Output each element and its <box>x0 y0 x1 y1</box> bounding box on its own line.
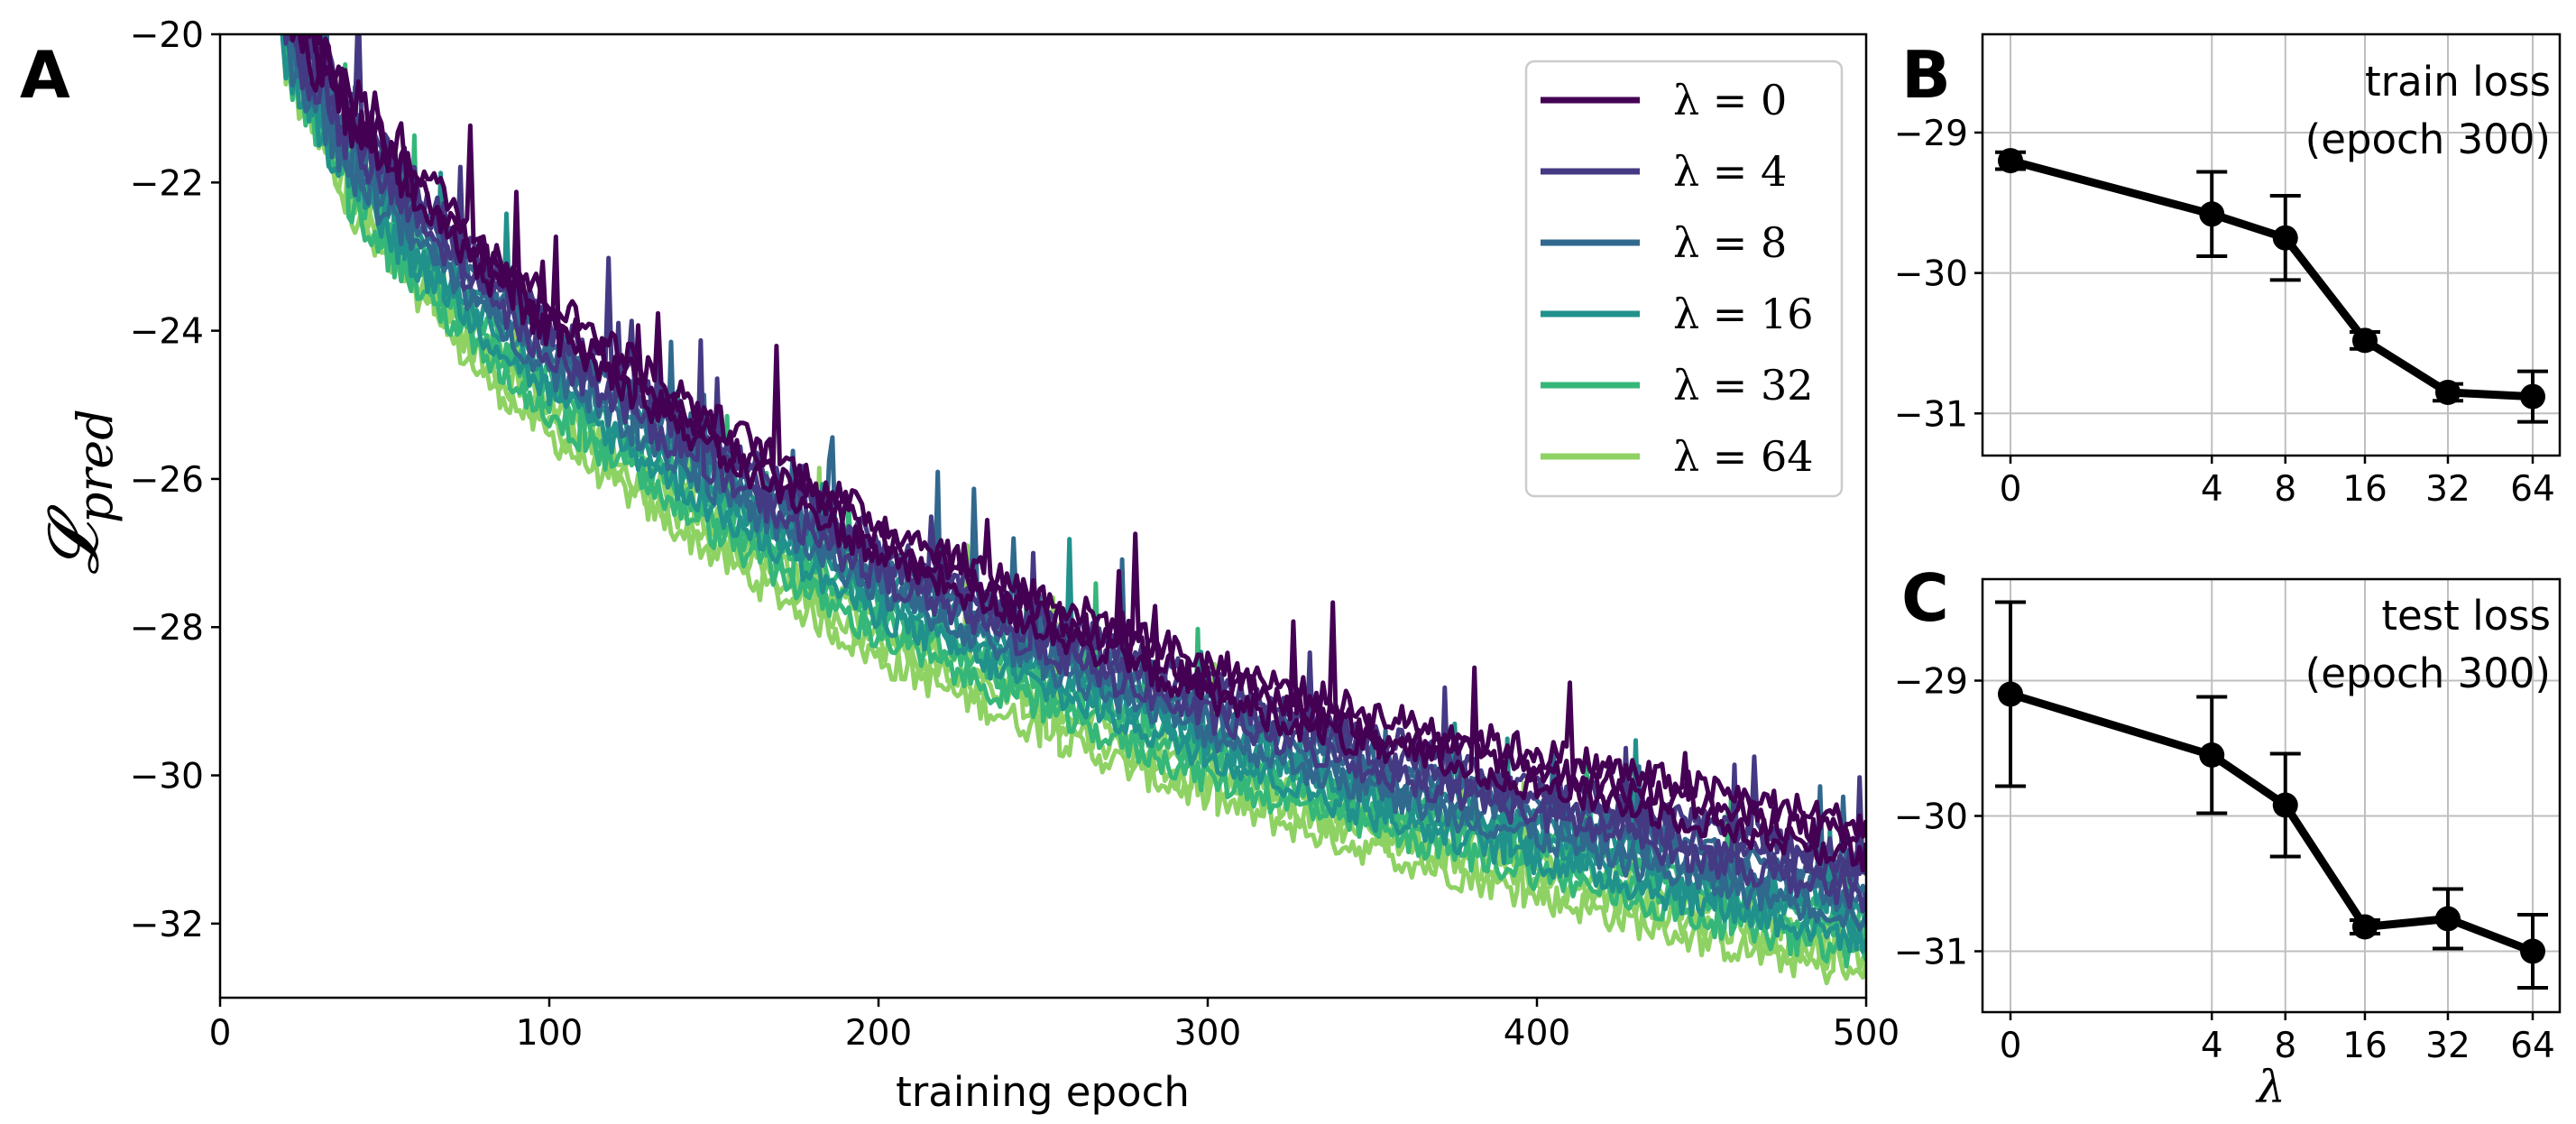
legend-label-lambda-4: λ = 4 <box>1673 147 1787 196</box>
panel-c-plot <box>1995 600 2548 990</box>
x-tick-label: 32 <box>2425 469 2470 510</box>
panel-letter-c: C <box>1901 560 1949 636</box>
data-point-lambda-64 <box>2520 383 2545 410</box>
panel-a-series <box>280 34 1866 986</box>
x-tick-label: 8 <box>2274 1026 2296 1066</box>
series-line-lambda-16-run-2 <box>284 34 1866 935</box>
panel-b-y-ticks: −29 −30 −31 <box>1894 114 1983 435</box>
y-tick-label: −28 <box>130 608 204 649</box>
x-tick-label: 0 <box>2000 1026 2022 1066</box>
panel-b-frame <box>1981 32 2562 457</box>
panel-c-frame <box>1981 577 2562 1014</box>
panel-a-x-ticks: 0 100 200 300 400 500 <box>209 998 1900 1054</box>
y-tick-label: −30 <box>1894 797 1968 838</box>
svg-text:𝓛pred: 𝓛pred <box>33 409 124 575</box>
series-line-lambda-0-run-3 <box>310 34 1866 840</box>
x-tick-label: 4 <box>2201 469 2223 510</box>
panel-c: C 0 4 8 16 32 64 −29 −30 −31 test loss (epoch 3… <box>1894 560 2562 1113</box>
series-line-lambda-8-run-1 <box>283 34 1866 932</box>
legend-box <box>1524 60 1844 498</box>
data-point-lambda-32 <box>2434 379 2461 405</box>
panel-a-ylabel: 𝓛pred <box>33 409 124 575</box>
x-tick-label: 0 <box>209 1013 232 1054</box>
legend-label-lambda-16: λ = 16 <box>1673 290 1813 338</box>
x-tick-label: 64 <box>2510 1026 2555 1066</box>
panel-b-x-ticks: 0 4 8 16 32 64 <box>2000 456 2555 510</box>
mean-line <box>2009 690 2535 955</box>
panel-a-ylabel-sub: pred <box>67 409 124 523</box>
panel-c-annotation-line2: (epoch 300) <box>2305 650 2551 697</box>
x-tick-label: 4 <box>2201 1026 2223 1066</box>
legend-label-lambda-8: λ = 8 <box>1673 218 1787 267</box>
data-point-lambda-8 <box>2272 792 2298 818</box>
mean-line <box>2009 156 2534 401</box>
y-tick-label: −29 <box>1894 662 1968 703</box>
panel-c-xlabel: λ <box>2255 1061 2286 1113</box>
y-tick-label: −22 <box>130 163 204 204</box>
panel-a-y-ticks: −20 −22 −24 −26 −28 −30 −32 <box>130 15 220 945</box>
data-point-lambda-32 <box>2434 906 2461 932</box>
legend-label-lambda-64: λ = 64 <box>1673 432 1813 481</box>
panel-b-grid <box>1983 34 2560 456</box>
data-point-lambda-16 <box>2351 914 2378 940</box>
x-tick-label: 300 <box>1174 1013 1241 1054</box>
y-tick-label: −24 <box>130 312 204 353</box>
x-tick-label: 16 <box>2342 469 2387 510</box>
data-point-lambda-0 <box>1998 681 2023 707</box>
x-tick-label: 400 <box>1504 1013 1570 1054</box>
panel-b-plot <box>1995 148 2548 424</box>
panel-b-annotation-line2: (epoch 300) <box>2305 115 2551 163</box>
x-tick-label: 32 <box>2425 1026 2470 1066</box>
x-tick-label: 200 <box>845 1013 912 1054</box>
x-tick-label: 500 <box>1833 1013 1900 1054</box>
x-tick-label: 64 <box>2510 469 2555 510</box>
y-tick-label: −31 <box>1894 394 1968 435</box>
panel-b-annotation-line1: train loss <box>2365 58 2551 106</box>
data-point-lambda-0 <box>1998 148 2023 174</box>
data-point-lambda-4 <box>2199 742 2225 768</box>
panel-a-xlabel: training epoch <box>896 1068 1190 1116</box>
x-tick-label: 100 <box>516 1013 583 1054</box>
panel-letter-a: A <box>20 37 70 113</box>
y-tick-label: −30 <box>1894 254 1968 295</box>
panel-c-y-ticks: −29 −30 −31 <box>1894 662 1983 973</box>
data-point-lambda-64 <box>2520 938 2545 964</box>
legend-label-lambda-32: λ = 32 <box>1673 361 1813 410</box>
series-line-lambda-32-run-1 <box>281 34 1866 969</box>
panel-b: B 0 4 8 16 32 64 −29 −30 −31 train loss (epoch … <box>1894 32 2562 510</box>
panel-a-legend: λ = 0 λ = 4 λ = 8 λ = 16 λ = 32 λ = 64 <box>1524 60 1844 498</box>
panel-c-annotation-line1: test loss <box>2381 592 2551 640</box>
y-tick-label: −31 <box>1894 933 1968 973</box>
data-point-lambda-8 <box>2272 225 2298 251</box>
x-tick-label: 8 <box>2274 469 2296 510</box>
legend-label-lambda-0: λ = 0 <box>1673 76 1787 124</box>
panel-letter-b: B <box>1901 37 1951 113</box>
x-tick-label: 16 <box>2342 1026 2387 1066</box>
data-point-lambda-16 <box>2351 327 2378 354</box>
y-tick-label: −32 <box>130 905 204 945</box>
series-line-lambda-0-run-1 <box>290 34 1866 873</box>
y-tick-label: −30 <box>130 757 204 797</box>
panel-a: A 0 100 200 300 400 500 −20 −22 −24 −26 −28 −30 −32… <box>20 15 1900 1116</box>
data-point-lambda-4 <box>2199 201 2225 227</box>
x-tick-label: 0 <box>2000 469 2022 510</box>
panel-c-grid <box>1983 579 2560 1012</box>
series-line-lambda-4-run-1 <box>282 34 1866 914</box>
y-tick-label: −26 <box>130 460 204 501</box>
y-tick-label: −20 <box>130 15 204 56</box>
panel-c-x-ticks: 0 4 8 16 32 64 <box>2000 1012 2555 1066</box>
y-tick-label: −29 <box>1894 114 1968 154</box>
panel-a-frame <box>218 32 1868 1000</box>
